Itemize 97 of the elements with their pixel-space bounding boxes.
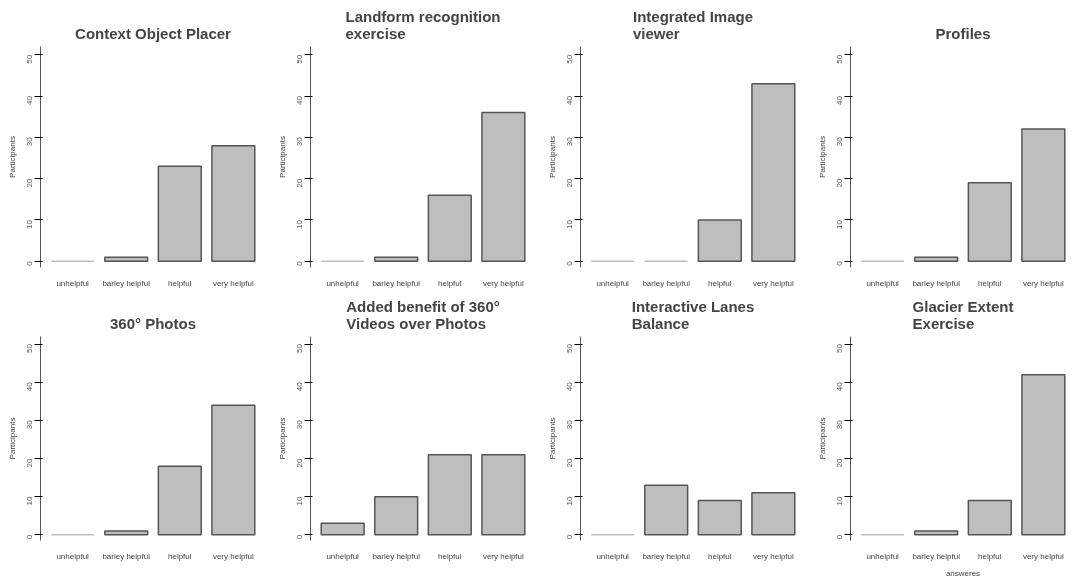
x-axis-title: answeres — [945, 568, 981, 578]
x-tick-label: helpful — [438, 278, 462, 288]
x-tick-label: very helpful — [482, 551, 525, 561]
chart-title: 360° Photos — [109, 314, 197, 332]
y-tick-label: 20 — [565, 457, 574, 468]
y-tick-label: 10 — [835, 496, 844, 506]
x-tick-label: barley helpful — [372, 551, 421, 561]
y-tick-label: 30 — [295, 136, 304, 147]
y-tick-label: 50 — [25, 343, 34, 354]
x-tick-label: very helpful — [752, 551, 795, 561]
x-tick-label: unhelpful — [866, 551, 900, 561]
chart-title: Interactive Lanes Balance — [631, 297, 755, 332]
y-tick-label: 0 — [565, 534, 574, 540]
x-tick-label: helpful — [168, 551, 192, 561]
x-tick-label: helpful — [978, 278, 1002, 288]
x-tick-label: barley helpful — [642, 551, 691, 561]
y-tick-label: 20 — [25, 178, 34, 188]
y-tick-label: 40 — [565, 95, 574, 105]
x-tick-label: very helpful — [482, 278, 525, 288]
y-tick-label: 30 — [25, 419, 34, 430]
y-tick-label: 10 — [295, 219, 304, 229]
y-tick-label: 40 — [295, 95, 304, 105]
y-axis-title: Participants — [817, 136, 827, 178]
x-tick-label: barley helpful — [912, 551, 961, 561]
y-tick-label: 20 — [835, 178, 844, 188]
x-tick-label: unhelpful — [596, 551, 630, 561]
y-axis-title: Participants — [547, 417, 557, 460]
y-tick-label: 50 — [835, 343, 844, 354]
x-tick-label: barley helpful — [372, 278, 421, 288]
y-tick-label: 0 — [565, 260, 574, 266]
y-axis-title: Participants — [277, 417, 287, 460]
y-tick-label: 0 — [25, 534, 34, 540]
y-axis-title: Participants — [7, 136, 17, 178]
x-tick-label: very helpful — [212, 278, 255, 288]
y-axis-title: Participants — [277, 136, 287, 178]
y-tick-label: 20 — [25, 457, 34, 468]
y-tick-label: 50 — [565, 343, 574, 354]
chart-title: Profiles — [935, 24, 991, 42]
x-tick-label: helpful — [168, 278, 192, 288]
y-tick-label: 10 — [835, 219, 844, 229]
y-tick-label: 40 — [565, 381, 574, 392]
y-tick-label: 40 — [25, 95, 34, 105]
y-tick-label: 30 — [565, 136, 574, 147]
x-tick-label: helpful — [978, 551, 1002, 561]
x-tick-label: very helpful — [1022, 278, 1065, 288]
x-tick-label: helpful — [708, 278, 732, 288]
y-tick-label: 0 — [835, 260, 844, 266]
y-tick-label: 40 — [835, 381, 844, 392]
x-tick-label: unhelpful — [326, 278, 360, 288]
y-tick-label: 0 — [835, 534, 844, 540]
chart-title: Context Object Placer — [75, 24, 232, 42]
y-tick-label: 20 — [565, 178, 574, 188]
x-tick-label: helpful — [708, 551, 732, 561]
y-tick-label: 30 — [565, 419, 574, 430]
x-tick-label: helpful — [438, 551, 462, 561]
y-tick-label: 0 — [295, 534, 304, 540]
x-tick-label: barley helpful — [912, 278, 961, 288]
x-tick-label: barley helpful — [102, 278, 151, 288]
y-axis-title: Participants — [817, 417, 827, 460]
x-tick-label: unhelpful — [56, 278, 90, 288]
y-tick-label: 10 — [25, 219, 34, 229]
y-tick-label: 40 — [25, 381, 34, 392]
chart-title: Integrated Image viewer — [632, 7, 754, 42]
y-tick-label: 10 — [565, 219, 574, 229]
x-tick-label: very helpful — [752, 278, 795, 288]
x-tick-label: unhelpful — [866, 278, 900, 288]
y-tick-label: 20 — [835, 457, 844, 468]
y-tick-label: 50 — [25, 54, 34, 64]
y-tick-label: 30 — [835, 419, 844, 430]
y-tick-label: 20 — [295, 178, 304, 188]
y-tick-label: 50 — [295, 343, 304, 354]
chart-title: Glacier Extent Exercise — [912, 297, 1014, 332]
x-tick-label: unhelpful — [596, 278, 630, 288]
y-tick-label: 0 — [25, 260, 34, 266]
chart-title: Landform recognition exercise — [345, 7, 501, 42]
y-tick-label: 30 — [295, 419, 304, 430]
y-tick-label: 50 — [565, 54, 574, 64]
chart-title: Added benefit of 360° Videos over Photos — [346, 297, 500, 332]
y-tick-label: 50 — [835, 54, 844, 64]
x-tick-label: barley helpful — [642, 278, 691, 288]
y-tick-label: 10 — [295, 496, 304, 506]
y-tick-label: 40 — [835, 95, 844, 105]
y-tick-label: 10 — [565, 496, 574, 506]
x-tick-label: unhelpful — [56, 551, 90, 561]
y-axis-title: Participants — [547, 136, 557, 178]
x-tick-label: very helpful — [212, 551, 255, 561]
y-tick-label: 10 — [25, 496, 34, 506]
y-tick-label: 0 — [295, 260, 304, 266]
y-tick-label: 30 — [835, 136, 844, 147]
x-tick-label: barley helpful — [102, 551, 151, 561]
y-tick-label: 30 — [25, 136, 34, 147]
x-tick-label: unhelpful — [326, 551, 360, 561]
y-tick-label: 50 — [295, 54, 304, 64]
x-tick-label: very helpful — [1022, 551, 1065, 561]
y-axis-title: Participants — [7, 417, 17, 460]
y-tick-label: 40 — [295, 381, 304, 392]
y-tick-label: 20 — [295, 457, 304, 468]
